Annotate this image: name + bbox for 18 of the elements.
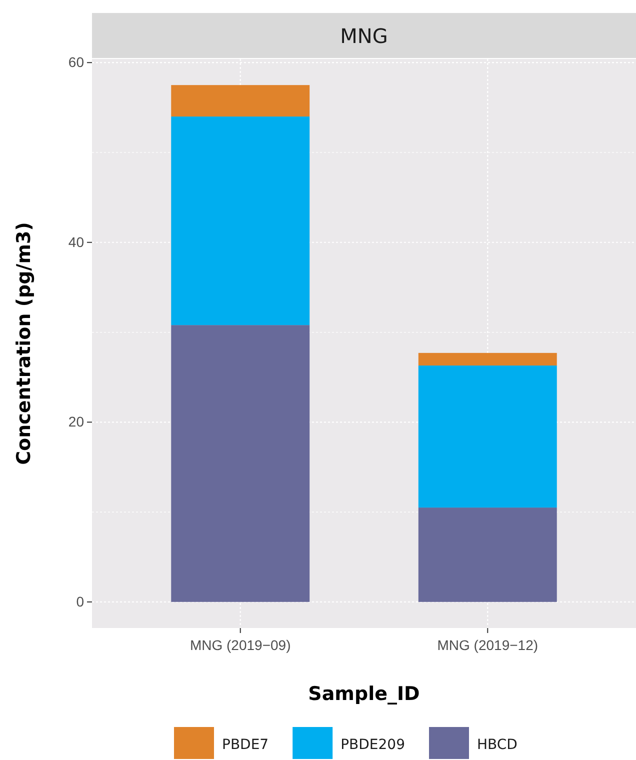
x-axis-title: Sample_ID xyxy=(308,683,420,705)
x-tick-label: MNG (2019−09) xyxy=(190,637,291,653)
y-tick-label: 20 xyxy=(68,414,84,430)
bar xyxy=(171,85,310,117)
y-tick-label: 0 xyxy=(76,593,84,610)
bar xyxy=(418,352,557,366)
legend-label: PBDE7 xyxy=(222,737,269,753)
bar xyxy=(418,508,557,602)
chart-title: MNG xyxy=(340,24,388,48)
x-tick-label: MNG (2019−12) xyxy=(437,637,538,653)
bar xyxy=(171,325,310,602)
bar xyxy=(418,366,557,508)
y-tick-label: 40 xyxy=(68,234,84,250)
legend-label: PBDE209 xyxy=(340,737,405,753)
y-tick-label: 60 xyxy=(68,54,84,70)
legend-label: HBCD xyxy=(477,737,518,753)
y-axis-title: Concentration (pg/m3) xyxy=(13,222,35,465)
bar xyxy=(171,116,310,326)
